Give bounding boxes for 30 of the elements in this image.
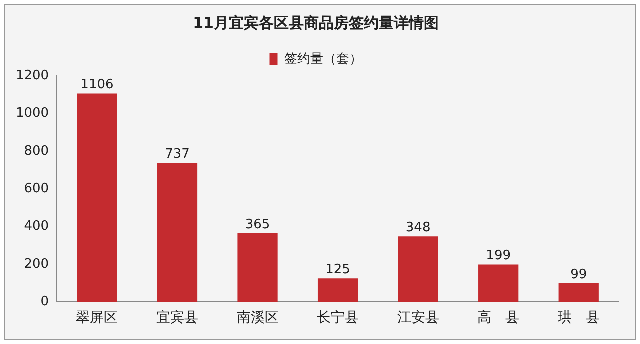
x-tick-label: 翠屏区 <box>76 310 118 326</box>
x-tick-label: 南溪区 <box>236 310 279 326</box>
y-tick-label: 800 <box>24 144 50 159</box>
bar <box>478 264 519 302</box>
data-label: 199 <box>486 248 512 264</box>
data-label: 737 <box>165 147 190 162</box>
bar <box>238 233 278 302</box>
bar <box>77 94 118 302</box>
legend-label: 签约量（套） <box>284 52 362 67</box>
chart-title: 11月宜宾各区县商品房签约量详情图 <box>193 14 439 32</box>
data-label: 1106 <box>80 78 114 93</box>
data-label: 99 <box>570 267 588 282</box>
bar <box>318 278 358 302</box>
x-tick-label: 珙 县 <box>558 310 600 326</box>
y-tick-label: 0 <box>40 294 50 310</box>
x-tick-label: 宜宾县 <box>156 310 198 326</box>
y-tick-label: 600 <box>24 181 50 196</box>
x-tick-label: 江安县 <box>397 310 440 326</box>
data-label: 348 <box>406 220 431 236</box>
bar <box>398 236 438 302</box>
y-tick-label: 1200 <box>16 68 50 84</box>
bar <box>558 284 599 302</box>
bar <box>157 163 198 302</box>
x-tick-label: 长宁县 <box>317 310 360 326</box>
y-tick-label: 200 <box>24 256 50 272</box>
data-label: 125 <box>326 262 350 278</box>
y-tick-label: 400 <box>24 219 50 234</box>
x-tick-label: 高 县 <box>478 310 520 326</box>
data-label: 365 <box>245 217 270 232</box>
y-tick-label: 1000 <box>16 106 50 122</box>
